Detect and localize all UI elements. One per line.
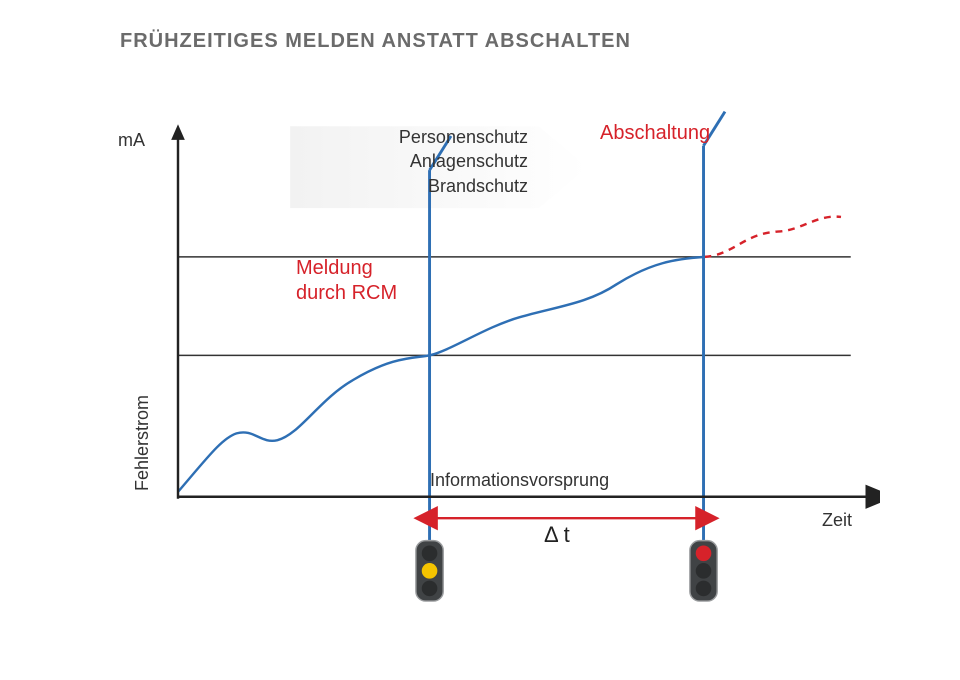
banner-line-1: Personenschutz [313,125,528,149]
y-unit: mA [118,130,145,151]
meldung-label: Meldung durch RCM [296,256,397,306]
y-axis-arrow [171,124,185,140]
traffic-light-meldung [416,541,443,601]
delta-t-label: Δ t [544,522,570,548]
traffic-light-abschalt [690,541,717,601]
fault-current-curve [178,257,705,492]
fault-current-curve-dashed [705,217,842,257]
info-label: Informationsvorsprung [430,470,609,491]
banner-line-2: Anlagenschutz [313,149,528,173]
x-axis-label: Zeit [822,510,852,531]
banner-line-3: Brandschutz [313,174,528,198]
chart-area: mA Fehlerstrom Zeit Informationsvorsprun… [100,90,880,650]
banner-text: Personenschutz Anlagenschutz Brandschutz [313,125,528,198]
y-axis-label: Fehlerstrom [132,395,153,491]
abschalt-label: Abschaltung [600,122,710,145]
page-title: FRÜHZEITIGES MELDEN ANSTATT ABSCHALTEN [120,30,631,53]
